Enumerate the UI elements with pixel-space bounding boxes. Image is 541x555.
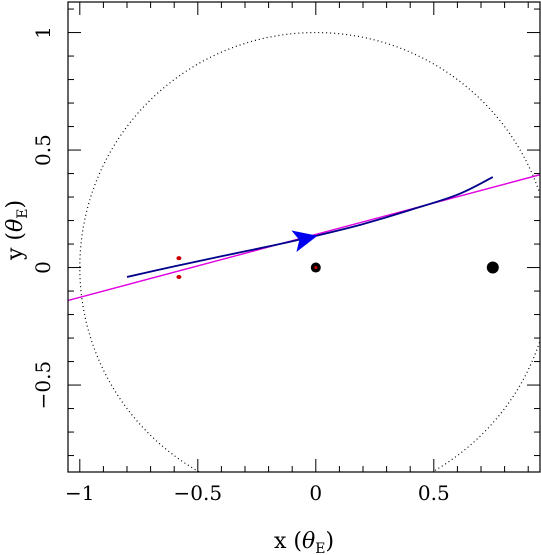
caustic-point [176, 256, 182, 261]
plot-frame [67, 1, 541, 473]
y-tick-labels: −0.5 0 0.5 1 [31, 26, 55, 409]
x-tick-label: 0.5 [418, 481, 450, 505]
axis-ticks [68, 2, 540, 472]
caustic-point [176, 274, 182, 279]
lens-mass-marker [486, 261, 499, 274]
x-axis-label: x (θE) [274, 529, 334, 555]
y-axis-label: y (θE) [3, 200, 31, 261]
x-tick-labels: −1 −0.5 0 0.5 [65, 481, 450, 505]
lens-mass-core [314, 265, 318, 270]
plot-area [68, 32, 540, 472]
direction-arrow [291, 230, 318, 252]
einstein-ring [79, 32, 540, 472]
x-tick-label: −0.5 [174, 481, 223, 505]
y-tick-label: −0.5 [31, 361, 55, 410]
x-tick-label: 0 [309, 481, 322, 505]
y-tick-label: 0 [31, 261, 55, 274]
x-tick-label: −1 [65, 481, 94, 505]
y-tick-label: 1 [31, 26, 55, 39]
y-tick-label: 0.5 [31, 134, 55, 166]
source-trajectory-curve [126, 176, 494, 278]
